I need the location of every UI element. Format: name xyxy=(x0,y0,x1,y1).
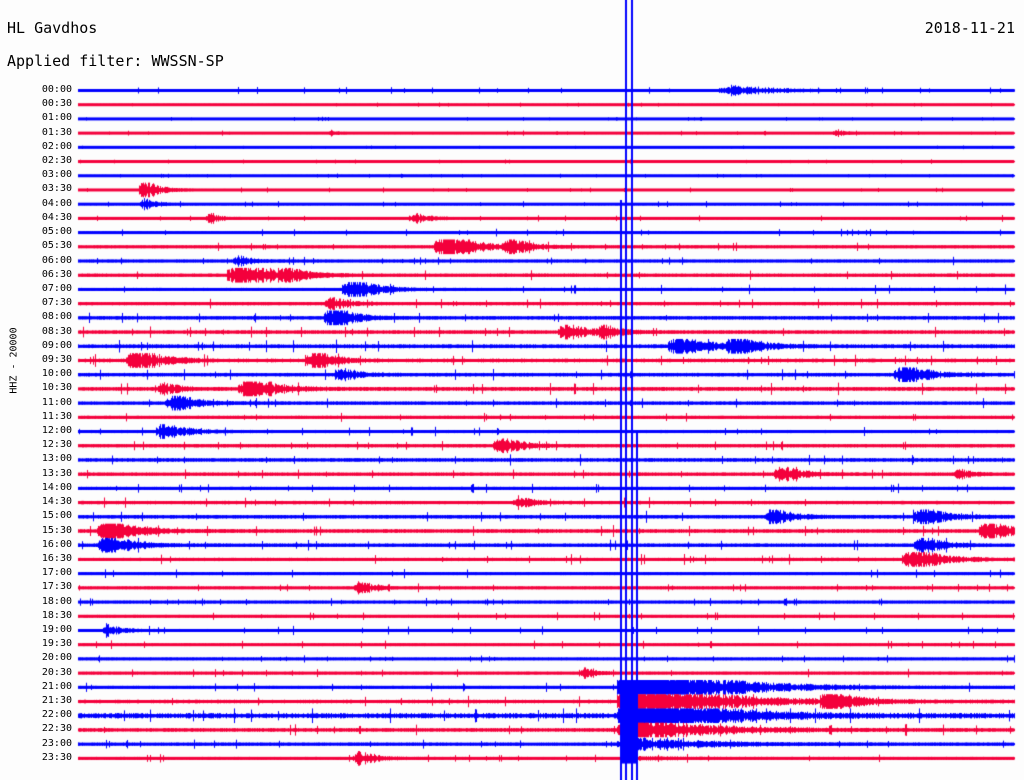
time-label: 11:30 xyxy=(41,410,72,422)
time-label: 03:00 xyxy=(41,169,72,181)
time-label: 15:30 xyxy=(41,524,72,536)
time-label: 22:00 xyxy=(41,709,72,721)
time-label: 19:30 xyxy=(41,638,72,650)
time-label: 04:00 xyxy=(41,197,72,209)
time-label: 14:00 xyxy=(41,481,72,493)
time-label: 01:00 xyxy=(41,112,72,124)
time-label: 10:30 xyxy=(41,382,72,394)
time-label: 23:00 xyxy=(41,737,72,749)
time-label: 02:00 xyxy=(41,140,72,152)
time-label: 07:00 xyxy=(41,282,72,294)
time-label: 22:30 xyxy=(41,723,72,735)
time-label: 00:00 xyxy=(41,84,72,95)
time-label: 14:30 xyxy=(41,496,72,508)
time-label: 08:00 xyxy=(41,311,72,323)
time-label: 13:00 xyxy=(41,453,72,465)
time-label: 10:00 xyxy=(41,368,72,380)
time-label: 04:30 xyxy=(41,211,72,223)
time-label: 09:30 xyxy=(41,353,72,365)
time-label: 19:00 xyxy=(41,623,72,635)
time-label: 21:30 xyxy=(41,695,72,707)
time-label: 06:00 xyxy=(41,254,72,266)
time-label: 05:00 xyxy=(41,226,72,238)
time-label: 15:00 xyxy=(41,510,72,522)
time-label: 20:30 xyxy=(41,666,72,678)
time-label: 05:30 xyxy=(41,240,72,252)
time-label: 07:30 xyxy=(41,297,72,309)
time-label: 11:00 xyxy=(41,396,72,408)
time-label: 16:00 xyxy=(41,538,72,550)
time-label: 21:00 xyxy=(41,680,72,692)
time-label: 16:30 xyxy=(41,552,72,564)
time-label: 13:30 xyxy=(41,467,72,479)
time-label: 00:30 xyxy=(41,98,72,110)
time-label: 01:30 xyxy=(41,126,72,138)
time-label: 18:00 xyxy=(41,595,72,607)
time-label: 09:00 xyxy=(41,339,72,351)
time-label: 03:30 xyxy=(41,183,72,195)
time-label: 23:30 xyxy=(41,751,72,763)
time-label: 20:00 xyxy=(41,652,72,664)
time-label: 12:30 xyxy=(41,439,72,451)
time-label: 08:30 xyxy=(41,325,72,337)
time-label: 17:00 xyxy=(41,567,72,579)
time-label: 18:30 xyxy=(41,609,72,621)
time-label: 17:30 xyxy=(41,581,72,593)
time-label: 12:00 xyxy=(41,425,72,437)
time-label: 06:30 xyxy=(41,268,72,280)
time-label: 02:30 xyxy=(41,155,72,167)
